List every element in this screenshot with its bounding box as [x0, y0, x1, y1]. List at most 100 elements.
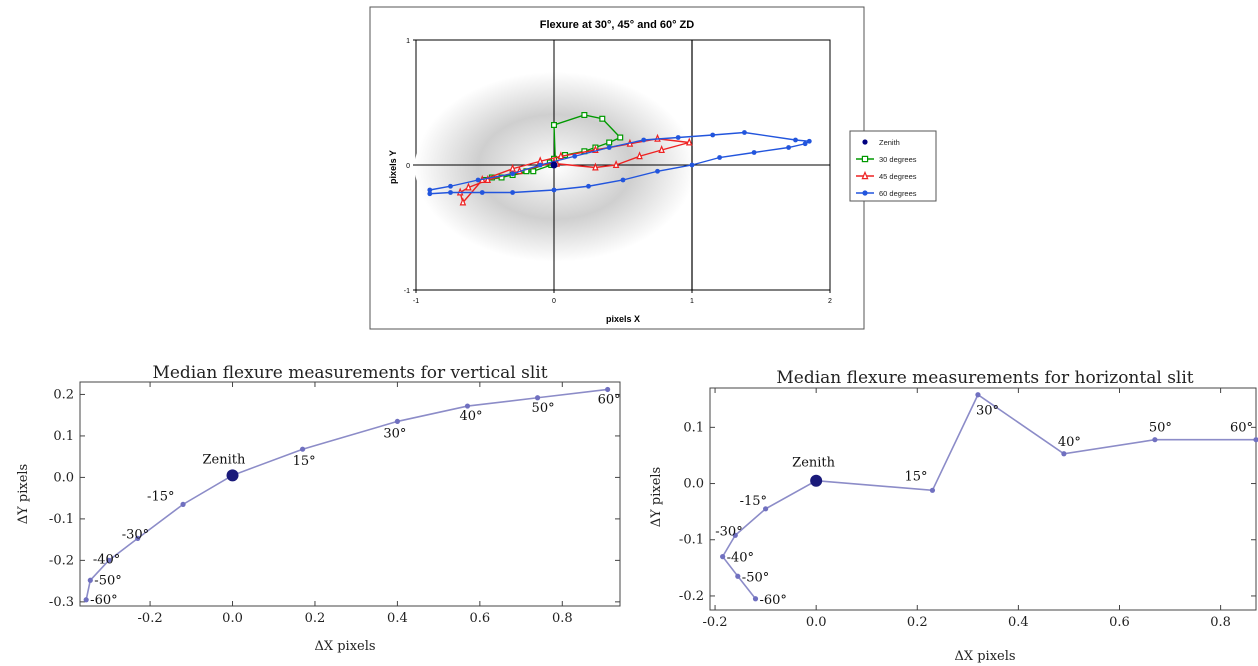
y-tick-label: 0.1 — [53, 429, 74, 444]
x-axis-label: ΔX pixels — [314, 639, 375, 654]
data-point-60-degrees — [551, 187, 557, 193]
horizontal-slit-chart: Median flexure measurements for horizont… — [649, 368, 1258, 664]
data-point-30-degrees — [599, 115, 606, 122]
x-tick-label: -1 — [413, 298, 419, 305]
data-point — [534, 395, 541, 401]
data-point-60-degrees — [510, 171, 515, 177]
x-tick-label: 0.8 — [552, 611, 573, 626]
data-point-45-degrees — [557, 151, 565, 160]
y-tick-label: -0.1 — [49, 512, 74, 527]
data-label: -30° — [122, 527, 149, 542]
data-point-60-degrees — [427, 187, 433, 193]
data-point-zenith — [550, 161, 558, 169]
x-tick-label: 1 — [690, 298, 694, 305]
data-label: 30° — [976, 404, 999, 419]
y-axis-label: pixels Y — [388, 150, 398, 184]
y-axis-label: ΔY pixels — [16, 464, 31, 524]
data-label: 40° — [459, 409, 482, 424]
x-tick-label: 0 — [552, 298, 556, 305]
data-point — [299, 446, 306, 452]
plot-frame — [709, 387, 1257, 611]
legend-marker-45-degrees — [861, 170, 869, 180]
x-tick-label: -0.2 — [138, 611, 163, 626]
data-label: -50° — [94, 573, 121, 588]
data-label: -60° — [760, 593, 787, 608]
series-line-60-degrees — [429, 131, 812, 195]
data-point-60-degrees — [689, 162, 695, 168]
data-point-45-degrees — [636, 151, 643, 160]
legend-label-30-degrees: 30 degrees — [879, 155, 917, 164]
data-point-60-degrees — [586, 183, 591, 189]
data-point-60-degrees — [710, 132, 716, 138]
data-point — [732, 532, 738, 538]
x-tick-label: 2 — [828, 298, 832, 305]
data-point-60-degrees — [572, 153, 578, 159]
data-point-60-degrees — [793, 137, 798, 143]
data-point-60-degrees — [620, 177, 626, 183]
data-label: Zenith — [792, 456, 835, 471]
flexure-zd-chart: Flexure at 30°, 45° and 60° ZD -1 0 1 2 -1 0 1… — [369, 6, 937, 330]
data-point-60-degrees — [675, 135, 681, 140]
x-tick-label: -0.2 — [703, 615, 728, 630]
legend-marker-60-degrees — [862, 190, 868, 196]
vertical-slit-chart: Median flexure measurements for vertical… — [16, 363, 621, 654]
y-tick-label: 0.0 — [683, 477, 704, 492]
y-tick-label: 0.0 — [53, 470, 74, 485]
data-point-45-degrees — [592, 162, 599, 171]
data-point-60-degrees — [448, 183, 453, 189]
data-point — [83, 597, 89, 603]
data-label: -15° — [740, 494, 767, 509]
data-label: -40° — [727, 551, 754, 566]
data-point-60-degrees — [742, 130, 747, 135]
data-point-60-degrees — [717, 155, 722, 160]
data-point-60-degrees — [641, 137, 647, 143]
data-point-60-degrees — [537, 162, 543, 168]
data-point — [763, 506, 769, 512]
data-point-30-degrees — [581, 111, 588, 118]
data-point-45-degrees — [484, 175, 492, 183]
data-label: 50° — [532, 401, 555, 416]
x-tick-label: 0.2 — [305, 611, 326, 626]
x-tick-label: 0.2 — [907, 615, 928, 630]
data-label: -40° — [93, 552, 120, 567]
data-label: -60° — [90, 593, 117, 608]
data-label: 60° — [598, 392, 621, 407]
y-tick-label: -0.1 — [679, 533, 704, 548]
data-label: Zenith — [203, 452, 246, 467]
data-point-60-degrees — [510, 190, 515, 195]
data-point — [605, 386, 611, 393]
x-tick-label: 0.0 — [806, 615, 827, 630]
data-point-60-degrees — [655, 168, 660, 174]
x-tick-label: 0.4 — [1008, 615, 1029, 630]
x-axis-label: pixels X — [606, 314, 640, 324]
data-point — [394, 418, 401, 425]
x-tick-label: 0.8 — [1210, 615, 1231, 630]
data-point — [180, 501, 186, 507]
data-point — [135, 535, 141, 541]
y-tick-label: 0.2 — [53, 387, 74, 402]
legend-marker-30-degrees — [861, 155, 869, 163]
data-point-60-degrees — [802, 141, 808, 147]
plot-frame — [79, 381, 621, 607]
data-point — [1152, 437, 1158, 443]
y-tick-label: 1 — [406, 38, 410, 45]
x-axis-label: ΔX pixels — [954, 649, 1015, 664]
data-label: 50° — [1149, 421, 1172, 436]
data-point — [464, 403, 471, 409]
data-point-60-degrees — [786, 145, 791, 150]
data-label: 15° — [904, 469, 927, 484]
data-point — [735, 573, 741, 579]
y-axis-label: ΔY pixels — [649, 467, 664, 527]
flexure-curve — [721, 393, 1256, 600]
chart-title: Median flexure measurements for horizont… — [776, 368, 1193, 388]
data-point-45-degrees — [658, 145, 665, 153]
data-point — [87, 577, 93, 583]
legend-label-zenith: Zenith — [879, 138, 900, 147]
x-tick-label: 0.6 — [1109, 615, 1130, 630]
data-point-45-degrees — [509, 163, 516, 172]
data-point-45-degrees — [685, 137, 693, 146]
data-point-60-degrees — [606, 145, 612, 150]
legend: Zenith 30 degrees 45 degrees 60 degrees — [849, 130, 937, 202]
data-label: -30° — [715, 524, 742, 539]
